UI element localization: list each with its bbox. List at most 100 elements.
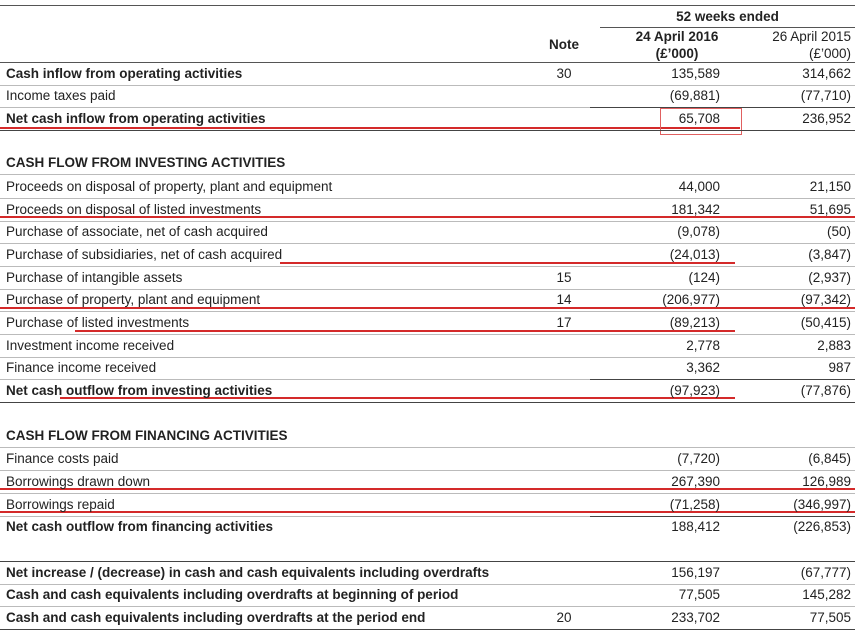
rule (0, 62, 855, 63)
value-2016: 65,708 (678, 111, 720, 126)
value-2016: (7,720) (677, 451, 720, 466)
value-2016: (89,213) (669, 315, 720, 330)
row-rule (0, 311, 855, 312)
row-rule (0, 289, 855, 290)
annotation-underline (0, 488, 855, 490)
value-2015: (50) (826, 224, 851, 239)
value-2016: 233,702 (671, 610, 720, 625)
col1-unit: (£’000) (655, 46, 699, 61)
row-rule (0, 493, 855, 494)
value-2016: 267,390 (671, 474, 720, 489)
row-rule (0, 516, 855, 517)
row-rule (0, 334, 855, 335)
rule (0, 561, 855, 562)
row-label: Purchase of property, plant and equipmen… (6, 292, 261, 307)
annotation-underline (60, 397, 735, 399)
row-rule (0, 243, 855, 244)
value-2016: 77,505 (678, 587, 720, 602)
value-2015: (77,876) (800, 383, 851, 398)
period-header: 52 weeks ended (676, 9, 779, 24)
value-2016: (24,013) (669, 247, 720, 262)
value-2015: (346,997) (793, 497, 851, 512)
subtotal-rule (590, 107, 855, 108)
annotation-underline (0, 127, 740, 129)
row-label: Purchase of listed investments (6, 315, 190, 330)
row-label: Proceeds on disposal of listed investmen… (6, 202, 262, 217)
row-label: Net cash outflow from financing activiti… (6, 519, 274, 534)
annotation-underline (0, 511, 855, 513)
value-2015: (6,845) (808, 451, 851, 466)
total-rule (0, 130, 855, 131)
row-label: Cash inflow from operating activities (6, 66, 243, 81)
row-note: 20 (556, 610, 572, 625)
row-rule (0, 221, 855, 222)
row-note: 15 (556, 270, 572, 285)
row-note: 17 (556, 315, 572, 330)
row-label: Finance income received (6, 360, 157, 375)
col2-header: 26 April 2015 (772, 29, 851, 44)
annotation-underline (0, 307, 855, 309)
section-rule (0, 174, 855, 175)
section-rule (0, 447, 855, 448)
row-label: Cash and cash equivalents including over… (6, 610, 426, 625)
row-rule (0, 198, 855, 199)
row-label: Proceeds on disposal of property, plant … (6, 179, 333, 194)
value-2015: (67,777) (800, 565, 851, 580)
row-label: Purchase of subsidiaries, net of cash ac… (6, 247, 283, 262)
row-label: Income taxes paid (6, 88, 116, 103)
annotation-underline (0, 216, 855, 218)
row-note: 30 (556, 66, 572, 81)
col1-header: 24 April 2016 (635, 29, 719, 44)
row-rule (0, 606, 855, 607)
row-label: Purchase of associate, net of cash acqui… (6, 224, 268, 239)
row-label: Cash and cash equivalents including over… (6, 587, 459, 602)
value-2016: 135,589 (671, 66, 720, 81)
row-label: Borrowings repaid (6, 497, 115, 512)
value-2015: 145,282 (802, 587, 851, 602)
value-2016: 2,778 (686, 338, 720, 353)
annotation-underline (280, 262, 735, 264)
value-2016: (97,923) (669, 383, 720, 398)
row-label: Purchase of intangible assets (6, 270, 183, 285)
value-2015: (50,415) (800, 315, 851, 330)
value-2016: (69,881) (669, 88, 720, 103)
value-2015: 77,505 (809, 610, 851, 625)
row-label: Investment income received (6, 338, 175, 353)
value-2016: 156,197 (671, 565, 720, 580)
value-2016: (9,078) (677, 224, 720, 239)
row-rule (0, 470, 855, 471)
value-2015: (226,853) (793, 519, 851, 534)
value-2015: 987 (828, 360, 851, 375)
value-2016: (124) (688, 270, 720, 285)
value-2016: (71,258) (669, 497, 720, 512)
row-rule (0, 584, 855, 585)
row-rule (0, 85, 855, 86)
annotation-underline (75, 330, 735, 332)
value-2015: (3,847) (808, 247, 851, 262)
row-label: Net cash inflow from operating activitie… (6, 111, 266, 126)
annotation-box (660, 108, 742, 135)
value-2016: (206,977) (662, 292, 720, 307)
row-rule (0, 266, 855, 267)
row-rule (0, 379, 855, 380)
row-note: 14 (556, 292, 572, 307)
value-2015: (97,342) (800, 292, 851, 307)
row-label: Net cash outflow from investing activiti… (6, 383, 273, 398)
subtotal-rule (590, 516, 855, 517)
value-2015: 126,989 (802, 474, 851, 489)
row-label: Net increase / (decrease) in cash and ca… (6, 565, 490, 580)
value-2015: 2,883 (817, 338, 851, 353)
row-label: Borrowings drawn down (6, 474, 151, 489)
value-2015: (77,710) (800, 88, 851, 103)
value-2016: 44,000 (678, 179, 720, 194)
value-2015: 21,150 (809, 179, 851, 194)
col2-unit: (£’000) (808, 46, 851, 61)
rule (0, 5, 855, 6)
value-2016: 188,412 (671, 519, 720, 534)
row-label: CASH FLOW FROM INVESTING ACTIVITIES (6, 155, 286, 170)
value-2016: 3,362 (686, 360, 720, 375)
value-2016: 181,342 (671, 202, 720, 217)
row-label: CASH FLOW FROM FINANCING ACTIVITIES (6, 428, 288, 443)
note-header: Note (549, 37, 579, 52)
